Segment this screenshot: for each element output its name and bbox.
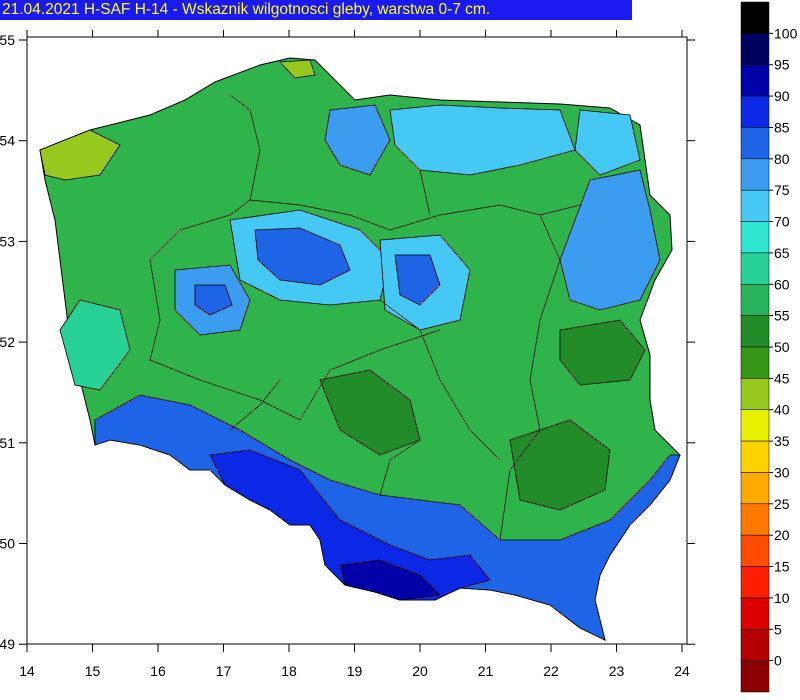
colorbar-label: 5 bbox=[774, 621, 782, 637]
x-tick-label: 19 bbox=[347, 663, 363, 679]
x-tick-label: 22 bbox=[543, 663, 559, 679]
x-tick-label: 24 bbox=[674, 663, 690, 679]
colorbar-swatch bbox=[740, 409, 770, 442]
colorbar-label: 65 bbox=[774, 245, 790, 261]
colorbar-swatch bbox=[740, 472, 770, 505]
colorbar-label: 45 bbox=[774, 370, 790, 386]
x-axis: 14 15 16 17 18 19 20 21 22 23 24 bbox=[19, 30, 690, 679]
colorbar-swatch bbox=[740, 378, 770, 410]
coast-green-spot bbox=[279, 59, 316, 79]
colorbar-label: 55 bbox=[774, 308, 790, 324]
colorbar-label: 30 bbox=[774, 464, 790, 480]
x-tick-label: 15 bbox=[85, 663, 101, 679]
colorbar-swatch bbox=[740, 127, 770, 160]
x-tick-label: 23 bbox=[609, 663, 625, 679]
northwest-green-zone bbox=[39, 129, 121, 181]
colorbar-label: 70 bbox=[774, 214, 790, 230]
colorbar-label: 15 bbox=[774, 559, 790, 575]
east-cyan-zone bbox=[574, 109, 641, 176]
colorbar-swatch bbox=[740, 503, 770, 536]
colorbar-label: 20 bbox=[774, 527, 790, 543]
y-tick-label: 50 bbox=[0, 536, 15, 552]
y-tick-label: 52 bbox=[0, 334, 15, 350]
colorbar-swatch bbox=[740, 284, 770, 316]
colorbar-label: 60 bbox=[774, 276, 790, 292]
colorbar: 1009590858075706560555045403530252015105… bbox=[740, 1, 798, 693]
midwest-blue-zone bbox=[394, 254, 441, 306]
colorbar-label: 40 bbox=[774, 402, 790, 418]
southeast-green-zone bbox=[509, 419, 611, 511]
colorbar-label: 85 bbox=[774, 119, 790, 135]
y-tick-label: 51 bbox=[0, 435, 15, 451]
north-cyan-zone bbox=[389, 104, 576, 176]
poland-moisture-area bbox=[39, 57, 681, 641]
colorbar-swatch bbox=[740, 534, 770, 567]
colorbar-swatch bbox=[740, 597, 770, 630]
colorbar-swatch bbox=[740, 660, 770, 693]
x-tick-label: 18 bbox=[281, 663, 297, 679]
east-wet-zone bbox=[559, 169, 661, 311]
colorbar-label: 10 bbox=[774, 590, 790, 606]
colorbar-swatch bbox=[740, 189, 770, 222]
west-dark-zone bbox=[194, 284, 233, 316]
south-dark-blue-zone bbox=[339, 559, 441, 601]
x-tick-label: 17 bbox=[216, 663, 232, 679]
central-blue-zone bbox=[254, 227, 351, 286]
colorbar-swatch bbox=[740, 252, 770, 285]
colorbar-swatch bbox=[740, 1, 770, 34]
colorbar-swatch bbox=[740, 158, 770, 191]
colorbar-label: 35 bbox=[774, 433, 790, 449]
x-tick-label: 14 bbox=[19, 663, 35, 679]
map-title: 21.04.2021 H-SAF H-14 - Wskaznik wilgotn… bbox=[0, 0, 632, 20]
colorbar-swatch bbox=[740, 33, 770, 65]
west-cyan-belt bbox=[59, 299, 131, 391]
colorbar-label: 100 bbox=[774, 25, 798, 41]
colorbar-swatch bbox=[740, 440, 770, 473]
colorbar-swatch bbox=[740, 566, 770, 599]
colorbar-label: 80 bbox=[774, 151, 790, 167]
colorbar-swatch bbox=[740, 95, 770, 128]
colorbar-swatch bbox=[740, 64, 770, 97]
x-tick-label: 21 bbox=[478, 663, 494, 679]
y-axis: 55 54 53 52 51 50 49 bbox=[0, 32, 695, 652]
x-tick-label: 16 bbox=[150, 663, 166, 679]
colorbar-swatch bbox=[740, 221, 770, 254]
colorbar-label: 25 bbox=[774, 496, 790, 512]
y-tick-label: 54 bbox=[0, 133, 15, 149]
colorbar-label: 50 bbox=[774, 339, 790, 355]
y-tick-label: 49 bbox=[0, 636, 15, 652]
y-tick-label: 53 bbox=[0, 233, 15, 249]
north-blue-zone bbox=[324, 104, 391, 176]
x-tick-label: 20 bbox=[412, 663, 428, 679]
east-green-zone bbox=[559, 319, 646, 386]
colorbar-swatch bbox=[740, 629, 770, 661]
colorbar-swatch bbox=[740, 315, 770, 348]
colorbar-label: 75 bbox=[774, 182, 790, 198]
colorbar-label: 95 bbox=[774, 57, 790, 73]
region-borders bbox=[149, 94, 581, 541]
colorbar-label: 90 bbox=[774, 88, 790, 104]
y-tick-label: 55 bbox=[0, 32, 15, 48]
colorbar-swatch bbox=[740, 346, 770, 379]
colorbar-label: 0 bbox=[774, 653, 782, 669]
